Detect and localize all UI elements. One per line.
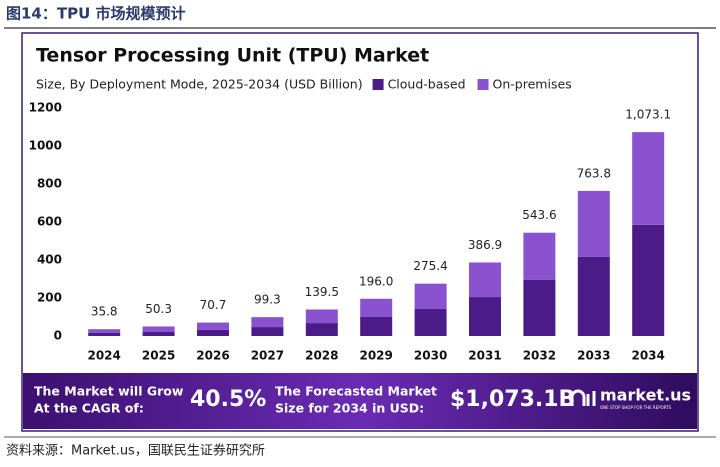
x-tick-label: 2028 bbox=[305, 349, 338, 363]
legend-swatch bbox=[372, 79, 384, 90]
bar-segment bbox=[360, 298, 393, 317]
logo: market.us bbox=[600, 386, 691, 405]
bar-segment bbox=[197, 322, 229, 330]
bar-segment bbox=[469, 262, 501, 298]
bar-segment bbox=[142, 331, 175, 336]
bar-segment bbox=[577, 256, 610, 336]
legend-label: Cloud-based bbox=[388, 77, 466, 92]
legend: Cloud-based On-premises bbox=[372, 77, 572, 92]
x-tick-label: 2027 bbox=[251, 349, 284, 363]
x-tick-label: 2026 bbox=[196, 349, 229, 363]
bar-segment bbox=[632, 224, 665, 336]
total-label: 275.4 bbox=[413, 259, 447, 273]
bar-segment bbox=[142, 326, 175, 332]
legend-swatch bbox=[477, 79, 489, 90]
bar-segment bbox=[577, 190, 610, 257]
chart-title: Tensor Processing Unit (TPU) Market bbox=[36, 45, 429, 67]
total-label: 50.3 bbox=[145, 302, 172, 316]
bar-segment bbox=[305, 309, 338, 324]
total-label: 763.8 bbox=[577, 166, 611, 180]
x-tick-label: 2025 bbox=[142, 349, 175, 363]
y-tick-label: 800 bbox=[37, 177, 62, 191]
y-tick-label: 1000 bbox=[29, 139, 62, 153]
banner-text: Size for 2034 in USD: bbox=[275, 401, 424, 416]
bar-segment bbox=[305, 323, 338, 336]
plot: 0 200 400 600 800 1000 1200 35.8 2024 50.3 2025 70.… bbox=[29, 101, 672, 363]
y-tick-label: 200 bbox=[37, 291, 62, 305]
x-tick-label: 2034 bbox=[631, 349, 664, 363]
legend-label: On-premises bbox=[493, 77, 572, 92]
source: 资料来源：Market.us，国联民生证券研究所 bbox=[6, 443, 265, 459]
total-label: 139.5 bbox=[305, 285, 339, 299]
bar-segment bbox=[523, 279, 556, 336]
bar-segment bbox=[251, 317, 284, 328]
x-tick-label: 2033 bbox=[577, 349, 610, 363]
banner-forecast: $1,073.1B bbox=[450, 387, 575, 412]
x-tick-label: 2032 bbox=[523, 349, 556, 363]
bar-segment bbox=[197, 329, 229, 336]
bar-segment bbox=[469, 297, 501, 336]
bar-segment bbox=[414, 283, 447, 310]
x-tick-label: 2030 bbox=[414, 349, 447, 363]
y-tick-label: 400 bbox=[37, 253, 62, 267]
bar-segment bbox=[632, 132, 665, 225]
bar-segment bbox=[88, 329, 121, 333]
logo-icon bbox=[570, 389, 596, 406]
chart-subtitle: Size, By Deployment Mode, 2025-2034 (USD… bbox=[36, 77, 363, 92]
total-label: 543.6 bbox=[522, 208, 556, 222]
total-label: 99.3 bbox=[254, 293, 281, 307]
figure-title: 图14：TPU 市场规模预计 bbox=[6, 5, 186, 23]
total-label: 35.8 bbox=[91, 305, 118, 319]
total-label: 1,073.1 bbox=[625, 108, 671, 122]
bar-segment bbox=[414, 309, 447, 336]
bar-segment bbox=[88, 332, 121, 336]
y-tick-label: 600 bbox=[37, 215, 62, 229]
total-label: 196.0 bbox=[359, 274, 393, 288]
bar-segment bbox=[251, 327, 284, 336]
x-tick-label: 2024 bbox=[87, 349, 120, 363]
y-tick-label: 0 bbox=[54, 329, 62, 343]
total-label: 386.9 bbox=[468, 238, 502, 252]
x-tick-label: 2031 bbox=[468, 349, 501, 363]
bar-segment bbox=[523, 232, 556, 280]
banner-text: The Market will Grow bbox=[34, 384, 184, 399]
bar-segment bbox=[360, 317, 393, 336]
x-tick-label: 2029 bbox=[359, 349, 392, 363]
banner-cagr: 40.5% bbox=[190, 387, 266, 412]
banner-text: The Forecasted Market bbox=[275, 384, 437, 399]
logo-tagline: ONE STOP SHOP FOR THE REPORTS bbox=[600, 405, 672, 410]
y-tick-label: 1200 bbox=[29, 101, 62, 115]
total-label: 70.7 bbox=[200, 298, 227, 312]
banner-text: At the CAGR of: bbox=[34, 401, 144, 416]
